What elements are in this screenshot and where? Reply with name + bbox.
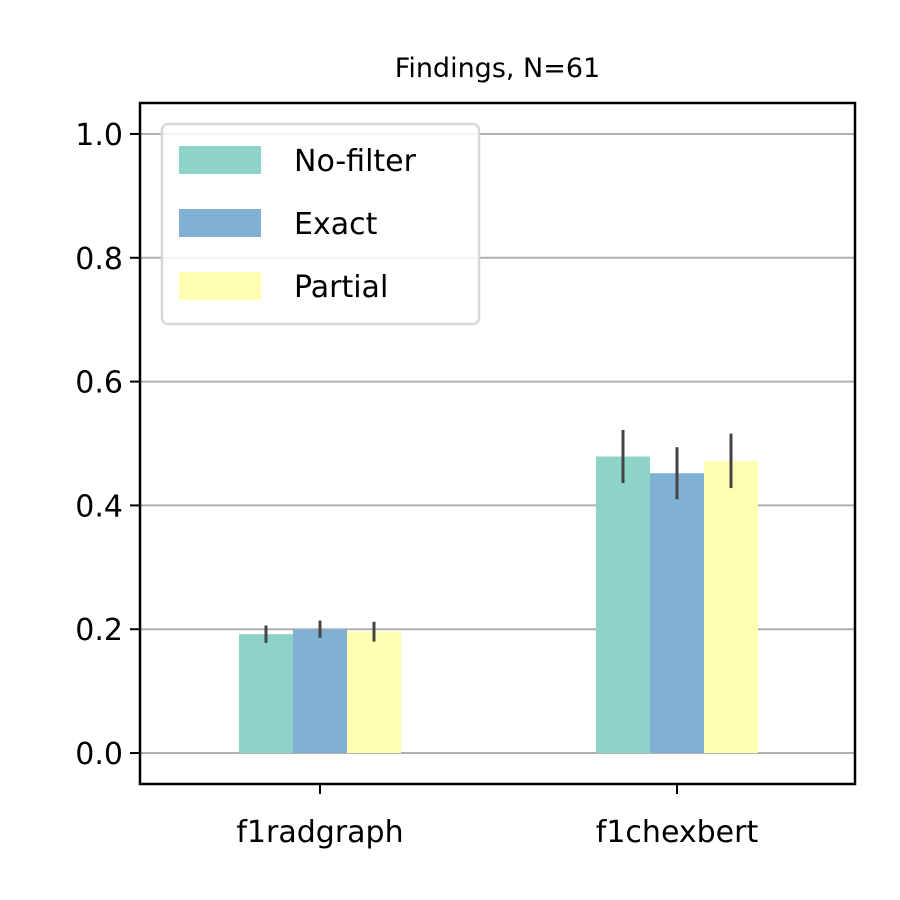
x-axis: f1radgraph f1chexbert <box>236 784 758 850</box>
legend-label: No-filter <box>294 144 417 179</box>
y-tick-label: 0.4 <box>75 489 123 524</box>
bar <box>293 629 347 754</box>
legend-swatch <box>179 209 261 237</box>
x-tick-label: f1radgraph <box>236 815 403 850</box>
bar <box>347 631 401 754</box>
plot-frame <box>138 101 857 786</box>
legend-swatch <box>179 146 261 174</box>
y-tick-label: 0.2 <box>75 613 123 648</box>
bar <box>704 460 758 754</box>
legend: No-filter Exact Partial <box>160 122 481 326</box>
error-bars <box>264 429 733 643</box>
legend-label: Partial <box>294 270 388 305</box>
x-tick-label: f1chexbert <box>596 815 759 850</box>
bar <box>650 473 704 754</box>
y-tick-label: 0.6 <box>75 366 123 401</box>
legend-swatch <box>179 272 261 300</box>
y-tick-label: 0.0 <box>75 737 123 772</box>
y-axis: 0.0 0.2 0.4 0.6 0.8 1.0 <box>75 118 140 772</box>
bar <box>239 634 293 754</box>
bars <box>239 456 758 754</box>
chart-title: Findings, N=61 <box>395 53 600 84</box>
y-tick-label: 1.0 <box>75 118 123 153</box>
y-tick-label: 0.8 <box>75 242 123 277</box>
legend-label: Exact <box>294 207 378 242</box>
bar <box>596 456 650 754</box>
